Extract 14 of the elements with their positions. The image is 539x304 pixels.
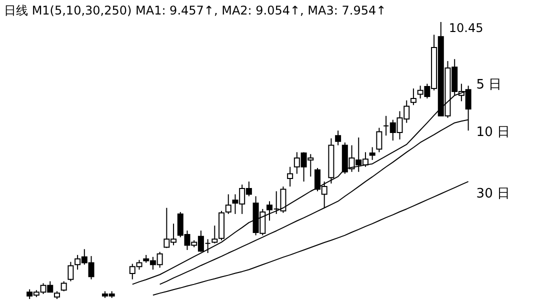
- candlestick: [287, 166, 294, 188]
- annotation: 10.45: [448, 21, 484, 35]
- candlestick: [60, 280, 67, 292]
- series-label: 5 日: [476, 77, 502, 92]
- series-label: 30 日: [476, 186, 510, 202]
- candlestick: [225, 194, 232, 214]
- candlestick: [335, 130, 342, 146]
- candlestick: [68, 261, 74, 282]
- series-label: 10 日: [476, 124, 510, 140]
- candlestick: [410, 88, 416, 106]
- chart-title: 日线 M1(5,10,30,250) MA1: 9.457↑, MA2: 9.054↑, MA3: 7.954↑: [4, 4, 386, 18]
- candlestick: [280, 186, 286, 214]
- candlestick: [369, 146, 376, 160]
- candlestick: [376, 127, 382, 153]
